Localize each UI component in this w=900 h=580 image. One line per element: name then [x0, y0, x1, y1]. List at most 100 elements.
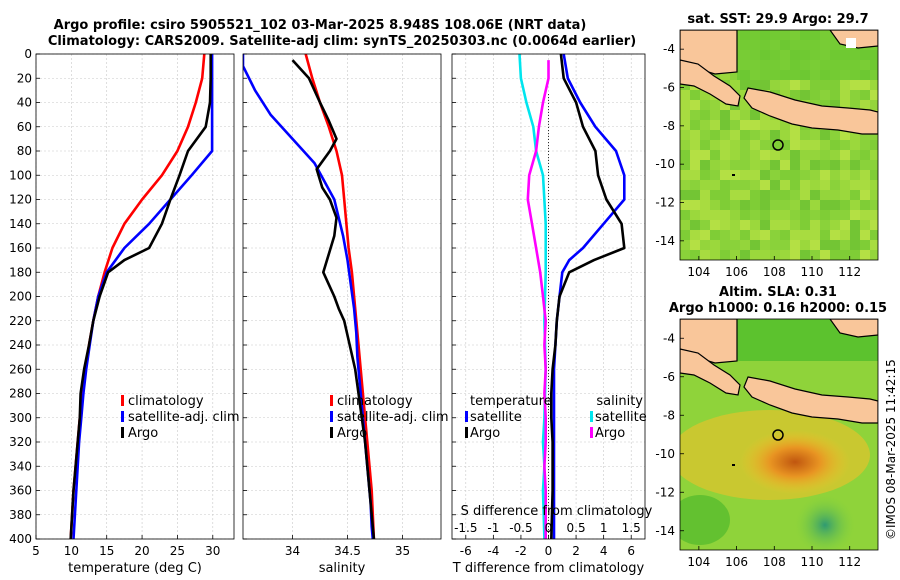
sst-cell [770, 170, 780, 180]
sst-cell [830, 160, 840, 170]
sst-cell [700, 200, 710, 210]
sst-cell [790, 170, 800, 180]
sst-cell [830, 130, 840, 140]
sst-cell [720, 240, 730, 250]
sst-cell [700, 90, 710, 100]
x-tick-label: -2 [515, 544, 527, 558]
sst-cell [870, 140, 878, 150]
sst-map [680, 30, 878, 260]
imos-timestamp: ©IMOS 08-Mar-2025 11:42:15 [884, 359, 898, 540]
sla-low-anomaly-west [680, 495, 730, 545]
series-argo [291, 59, 376, 539]
sst-cell [750, 110, 760, 120]
sst-cell [870, 80, 878, 90]
sst-cell [690, 140, 700, 150]
sst-cell [740, 190, 750, 200]
sst-cell [800, 190, 810, 200]
sst-cell [740, 180, 750, 190]
sst-cell [730, 150, 740, 160]
sst-cell [810, 80, 820, 90]
sst-cell [700, 240, 710, 250]
sst-cell [690, 180, 700, 190]
sst-cell [800, 140, 810, 150]
island-dot [732, 464, 735, 466]
sst-cell [780, 240, 790, 250]
argo-position-marker [772, 139, 784, 151]
sst-cell [780, 220, 790, 230]
sst-cell [700, 130, 710, 140]
sst-cell [710, 250, 720, 260]
sst-cell [740, 220, 750, 230]
sst-cell [850, 130, 860, 140]
sst-cell [690, 220, 700, 230]
sst-cell [850, 240, 860, 250]
sst-cell [760, 170, 770, 180]
sst-cell [860, 210, 870, 220]
sst-cell [840, 130, 850, 140]
sst-cell [850, 200, 860, 210]
x-tick-label: 25 [170, 544, 185, 558]
legend-argo: Argo [337, 426, 367, 441]
sst-cell [840, 150, 850, 160]
x-tick-label: 2 [572, 544, 580, 558]
sst-cell [720, 70, 730, 80]
sst-cell [740, 210, 750, 220]
sst-cell [680, 120, 690, 130]
x-tick-label: 10 [64, 544, 79, 558]
sst-cell [780, 190, 790, 200]
sst-cell [870, 150, 878, 160]
sst-cell [730, 120, 740, 130]
sst-cell [810, 200, 820, 210]
map-y-tick-label: -12 [655, 485, 675, 499]
map-y-tick-label: -14 [655, 234, 675, 248]
sst-cell [710, 120, 720, 130]
sst-cell [830, 200, 840, 210]
sst-cell [800, 80, 810, 90]
sst-cell [780, 150, 790, 160]
sst-cell [740, 230, 750, 240]
sst-cell [720, 230, 730, 240]
sst-cell [860, 170, 870, 180]
sst-cell [860, 200, 870, 210]
sst-cell [830, 230, 840, 240]
sst-cell [810, 160, 820, 170]
title-line-1: Argo profile: csiro 5905521_102 03-Mar-2… [54, 18, 587, 33]
sst-cell [680, 210, 690, 220]
sla-high-anomaly [740, 430, 850, 494]
x2-axis-label: S difference from climatology [461, 504, 653, 519]
y-tick-label: 140 [9, 217, 32, 231]
sst-cell [850, 190, 860, 200]
series-salinity-argo [526, 60, 550, 539]
sst-cell [700, 140, 710, 150]
sst-cell [750, 210, 760, 220]
sst-cell [690, 100, 700, 110]
sst-cell [850, 80, 860, 90]
sst-cell [870, 170, 878, 180]
sst-cell [690, 90, 700, 100]
sst-cell [710, 70, 720, 80]
sst-cell [730, 200, 740, 210]
map-y-tick-label: -4 [663, 331, 675, 345]
sst-cell [710, 200, 720, 210]
sst-cell [700, 250, 710, 260]
sst-cell [750, 240, 760, 250]
sst-cell [720, 150, 730, 160]
sst-cell [720, 170, 730, 180]
sst-cell [830, 180, 840, 190]
sst-cell [820, 210, 830, 220]
sst-cell [710, 230, 720, 240]
map-x-tick-label: 104 [687, 555, 710, 569]
sst-cell [680, 190, 690, 200]
y-tick-label: 260 [9, 362, 32, 376]
sst-cell [710, 190, 720, 200]
sst-cell [750, 160, 760, 170]
sst-cell [700, 210, 710, 220]
difference-legend: temperature salinity satellite Argo sate… [465, 394, 647, 441]
y-tick-label: 300 [9, 411, 32, 425]
legend-temp-argo: Argo [470, 426, 500, 441]
sst-cell [680, 160, 690, 170]
sst-cell [770, 130, 780, 140]
sst-cell [740, 170, 750, 180]
y-tick-label: 340 [9, 459, 32, 473]
map-y-tick-label: -12 [655, 196, 675, 210]
